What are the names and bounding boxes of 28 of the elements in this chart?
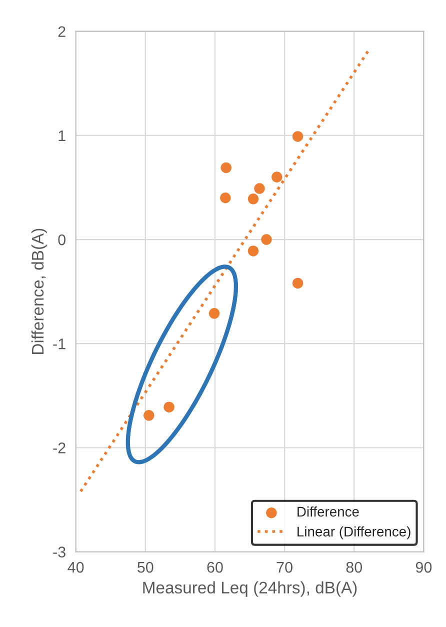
x-tick-label: 40: [68, 562, 84, 573]
y-axis-title: Difference, dB(A): [31, 228, 47, 354]
y-tick-label: 0: [58, 234, 66, 246]
x-tick-label: 60: [207, 562, 223, 573]
point: [272, 172, 282, 182]
point: [220, 162, 232, 174]
point: [292, 278, 304, 289]
point: [164, 402, 174, 412]
y-tick-label: -2: [53, 442, 66, 454]
point: [208, 308, 220, 319]
y-tick-label: 2: [58, 26, 66, 37]
legend-label: Difference: [298, 506, 359, 517]
y-tick-label: -3: [53, 546, 66, 558]
point: [292, 131, 304, 142]
x-axis-title: Measured Leq (24hrs), dB(A): [143, 581, 357, 597]
y-tick-label: -1: [53, 338, 66, 350]
point: [248, 194, 259, 204]
point: [220, 192, 231, 204]
point: [248, 246, 259, 256]
legend-label: Linear (Difference): [298, 526, 410, 540]
x-tick-label: 80: [346, 562, 362, 573]
point: [254, 183, 265, 194]
x-tick-label: 90: [416, 562, 432, 573]
x-tick-label: 70: [276, 562, 292, 573]
point: [261, 234, 272, 245]
x-tick-label: 50: [138, 562, 154, 573]
point: [143, 410, 154, 421]
y-tick-label: 1: [58, 130, 66, 141]
